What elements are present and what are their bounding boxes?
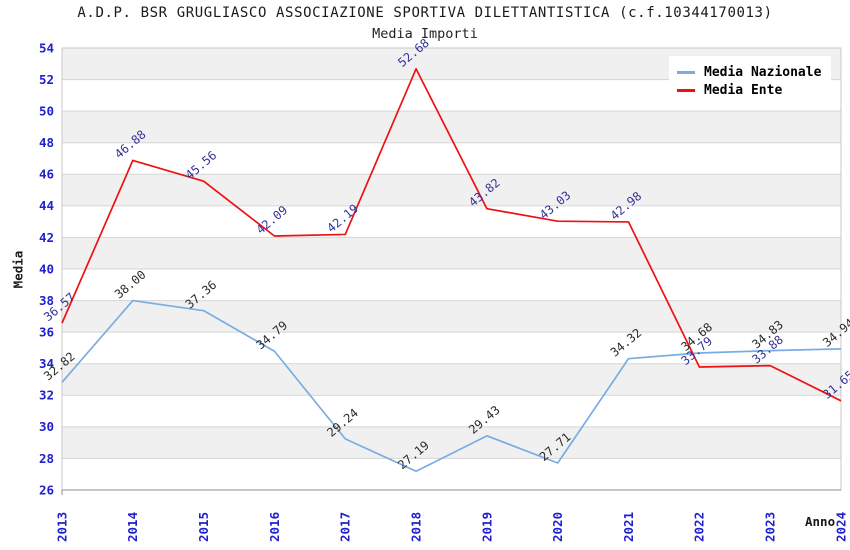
- y-tick-label: 26: [39, 482, 54, 497]
- x-tick-label: 2013: [54, 512, 69, 542]
- x-tick-label: 2015: [196, 512, 211, 542]
- x-tick-labels: 2013 2014 2015 2016 2017 2018 2019 2020 2021 2022…: [54, 512, 848, 542]
- y-tick-label: 50: [39, 104, 54, 119]
- y-tick-label: 42: [39, 230, 54, 245]
- x-tick-label: 2017: [338, 512, 353, 542]
- legend-label: Media Ente: [704, 83, 783, 98]
- chart-subtitle: Media Importi: [372, 26, 478, 42]
- x-tick-label: 2022: [692, 512, 707, 542]
- y-tick-label: 38: [39, 293, 54, 308]
- series-line-media-ente: [61, 67, 842, 402]
- line-swatch-icon: [677, 89, 695, 92]
- y-tick-labels: 26 28 30 32 34 36 38 40 42 44 46 48 50 52 54: [39, 40, 54, 497]
- series-line-media-nazionale: [61, 299, 842, 473]
- x-axis-title: Anno: [805, 514, 836, 529]
- line-swatch-icon: [677, 71, 695, 74]
- x-tick-label: 2014: [125, 512, 140, 542]
- y-tick-label: 32: [39, 388, 54, 403]
- y-tick-label: 34: [39, 356, 54, 371]
- x-tick-label: 2023: [763, 512, 778, 542]
- y-tick-label: 44: [39, 198, 54, 213]
- chart-title: A.D.P. BSR GRUGLIASCO ASSOCIAZIONE SPORT…: [77, 5, 773, 21]
- y-tick-label: 46: [39, 167, 54, 182]
- legend-item-media-ente: Media Ente: [677, 83, 821, 98]
- x-tick-label: 2018: [408, 512, 423, 542]
- legend-label: Media Nazionale: [704, 65, 822, 80]
- y-tick-label: 28: [39, 451, 54, 466]
- y-tick-label: 48: [39, 135, 54, 150]
- y-tick-label: 52: [39, 72, 54, 87]
- y-tick-label: 54: [39, 40, 54, 55]
- legend-item-media-nazionale: Media Nazionale: [677, 65, 821, 80]
- x-tick-label: 2020: [550, 512, 565, 542]
- y-tick-label: 36: [39, 325, 54, 340]
- x-tick-label: 2016: [267, 512, 282, 542]
- x-tick-label: 2019: [479, 512, 494, 542]
- x-tick-label: 2021: [621, 512, 636, 542]
- y-axis-title: Media: [10, 250, 26, 289]
- y-tick-label: 30: [39, 419, 54, 434]
- x-tick-label: 2024: [833, 512, 848, 542]
- y-tick-label: 40: [39, 261, 54, 276]
- legend: Media Nazionale Media Ente: [669, 56, 832, 109]
